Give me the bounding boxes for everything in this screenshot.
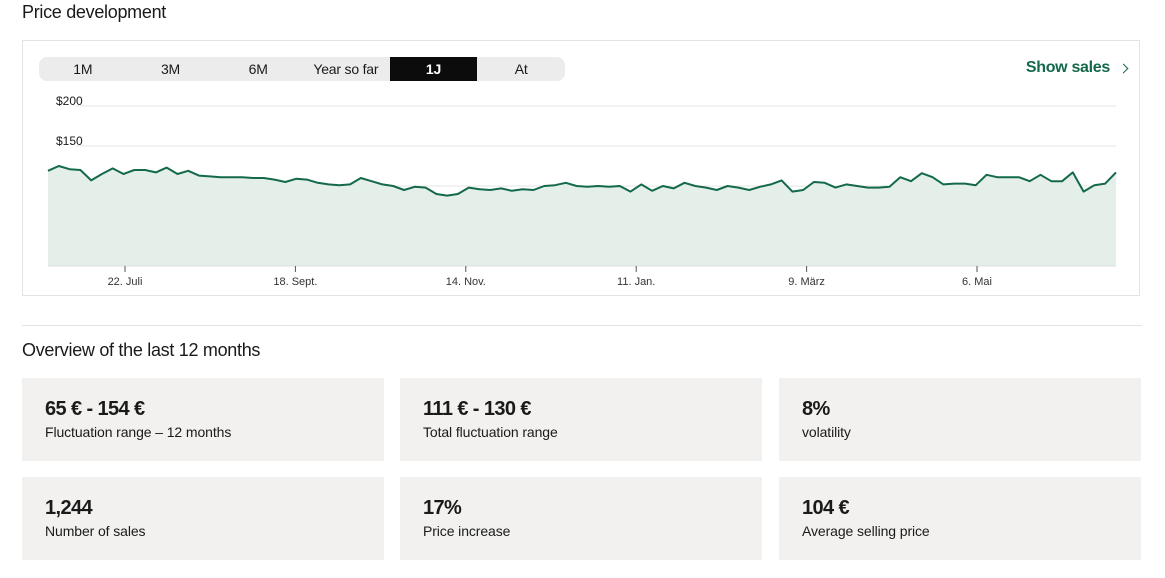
x-tick-label: 22. Juli: [108, 276, 143, 288]
x-tick-label: 6. Mai: [962, 276, 992, 288]
show-sales-link[interactable]: Show sales: [1026, 59, 1131, 77]
stat-label: Fluctuation range – 12 months: [45, 424, 232, 440]
y-tick-label: $150: [56, 134, 83, 148]
stat-label: Number of sales: [45, 523, 146, 539]
price-line: [47, 165, 1117, 197]
stat-label: Price increase: [423, 523, 511, 539]
section-divider: [22, 325, 1142, 326]
stat-card-number-of-sales: 1,244 Number of sales: [22, 477, 384, 560]
tab-year-so-far[interactable]: Year so far: [313, 61, 379, 77]
time-range-selector: 1M 3M 6M Year so far 1J At: [39, 57, 565, 81]
stat-label: Total fluctuation range: [423, 424, 558, 440]
stat-value: 65 € - 154 €: [45, 398, 145, 420]
y-tick-label: $200: [56, 94, 83, 108]
stat-value: 104 €: [802, 497, 850, 519]
x-tick-label: 18. Sept.: [273, 276, 317, 288]
tab-1j[interactable]: 1J: [389, 57, 478, 81]
tab-at[interactable]: At: [514, 61, 528, 77]
price-area-fill: [48, 166, 1116, 266]
show-sales-label: Show sales: [1025, 59, 1110, 76]
x-tick-label: 9. März: [788, 276, 825, 288]
stat-card-total-fluctuation: 111 € - 130 € Total fluctuation range: [400, 378, 762, 461]
stat-value: 1,244: [45, 497, 93, 519]
price-development-title: Price development: [22, 2, 166, 22]
stat-card-average-price: 104 € Average selling price: [779, 477, 1141, 560]
x-tick-label: 14. Nov.: [446, 276, 486, 288]
stat-card-volatility: 8% volatility: [779, 378, 1141, 461]
tab-3m[interactable]: 3M: [160, 61, 181, 77]
stat-value: 17%: [423, 497, 462, 519]
overview-title: Overview of the last 12 months: [22, 340, 261, 360]
tab-1m[interactable]: 1M: [73, 61, 93, 77]
price-chart-card: 1M 3M 6M Year so far 1J At Show sales $2…: [22, 40, 1140, 296]
stat-card-fluctuation-12m: 65 € - 154 € Fluctuation range – 12 mont…: [22, 378, 384, 461]
stat-value: 8%: [802, 398, 830, 420]
stat-label: Average selling price: [802, 523, 930, 539]
stat-label: volatility: [802, 424, 851, 440]
stat-value: 111 € - 130 €: [423, 398, 531, 420]
tab-6m[interactable]: 6M: [248, 61, 268, 77]
stat-card-price-increase: 17% Price increase: [400, 477, 762, 560]
x-tick-label: 11. Jan.: [617, 276, 655, 288]
